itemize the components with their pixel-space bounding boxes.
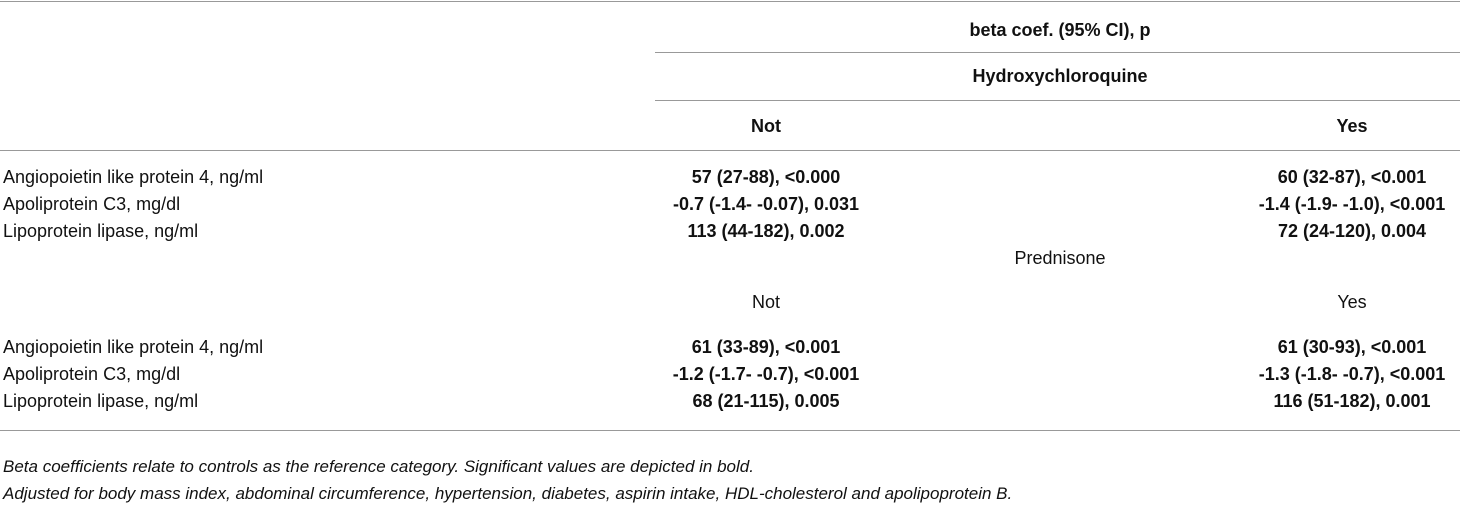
table-title: beta coef. (95% CI), p xyxy=(969,20,1151,40)
rule xyxy=(0,1,1460,2)
cell-value: 113 (44-182), 0.002 xyxy=(687,221,845,241)
row-label: Angiopoietin like protein 4, ng/ml xyxy=(3,337,264,357)
cell-value: 61 (33-89), <0.001 xyxy=(691,337,841,357)
row-label: Apoliprotein C3, mg/dl xyxy=(3,364,181,384)
column-header: Not xyxy=(751,292,781,312)
cell-value: 72 (24-120), 0.004 xyxy=(1277,221,1427,241)
cell-value: -1.2 (-1.7- -0.7), <0.001 xyxy=(672,364,860,384)
cell-value: -1.3 (-1.8- -0.7), <0.001 xyxy=(1258,364,1446,384)
column-header: Yes xyxy=(1336,116,1368,136)
footnote: Adjusted for body mass index, abdominal … xyxy=(3,484,1013,503)
cell-value: 57 (27-88), <0.000 xyxy=(691,167,841,187)
column-header: Yes xyxy=(1337,292,1367,312)
rule xyxy=(0,150,1460,151)
group-header: Prednisone xyxy=(1014,248,1106,268)
row-label: Apoliprotein C3, mg/dl xyxy=(3,194,181,214)
cell-value: -1.4 (-1.9- -1.0), <0.001 xyxy=(1258,194,1446,214)
cell-value: 68 (21-115), 0.005 xyxy=(692,391,840,411)
row-label: Lipoprotein lipase, ng/ml xyxy=(3,221,199,241)
row-label: Angiopoietin like protein 4, ng/ml xyxy=(3,167,264,187)
cell-value: 61 (30-93), <0.001 xyxy=(1277,337,1427,357)
footnote: Beta coefficients relate to controls as … xyxy=(3,457,754,476)
column-header: Not xyxy=(751,116,781,136)
group-header: Hydroxychloroquine xyxy=(972,66,1148,86)
cell-value: 116 (51-182), 0.001 xyxy=(1273,391,1431,411)
cell-value: 60 (32-87), <0.001 xyxy=(1277,167,1427,187)
rule xyxy=(0,430,1460,431)
row-label: Lipoprotein lipase, ng/ml xyxy=(3,391,199,411)
rule xyxy=(655,52,1460,53)
cell-value: -0.7 (-1.4- -0.07), 0.031 xyxy=(672,194,860,214)
rule xyxy=(655,100,1460,101)
